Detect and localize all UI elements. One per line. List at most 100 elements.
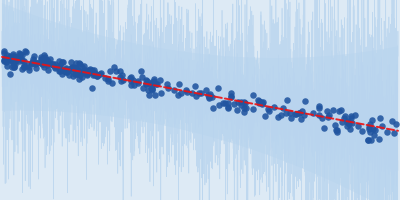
Point [43,58,50,61]
Point [338,108,344,111]
Point [343,121,350,124]
Point [90,73,96,76]
Point [113,70,120,73]
Point [348,117,354,120]
Point [258,102,265,105]
Point [139,76,145,79]
Point [184,91,191,94]
Point [119,73,125,77]
Point [144,89,151,92]
Point [222,101,228,104]
Point [130,79,136,82]
Point [278,113,284,116]
Point [75,70,82,73]
Point [292,113,298,116]
Point [134,79,141,83]
Point [262,114,269,118]
Point [10,55,17,58]
Point [371,133,378,137]
Point [44,59,50,62]
Point [81,69,88,73]
Point [76,70,82,73]
Point [105,79,111,82]
Point [52,65,58,69]
Point [73,72,79,76]
Point [196,92,202,95]
Point [46,61,53,64]
Point [235,100,242,103]
Point [45,61,52,64]
Point [144,79,150,82]
Point [85,68,92,72]
Point [241,100,248,103]
Point [365,126,372,129]
Point [365,139,372,142]
Point [68,66,74,69]
Point [131,84,137,87]
Point [238,100,244,104]
Point [242,102,248,105]
Point [234,108,240,111]
Point [73,66,80,70]
Point [96,73,103,76]
Point [56,68,63,71]
Point [231,103,237,106]
Point [174,93,181,96]
Point [183,89,189,92]
Point [81,65,87,68]
Point [76,77,82,80]
Point [2,57,8,60]
Point [12,56,19,59]
Point [377,116,384,120]
Point [12,62,18,65]
Point [16,51,22,54]
Point [98,72,104,75]
Point [5,58,12,62]
Point [78,75,85,78]
Point [391,132,397,135]
Point [296,112,303,115]
Point [347,127,354,130]
Point [70,65,77,68]
Point [366,123,373,126]
Point [77,73,84,77]
Point [265,108,272,111]
Point [148,86,154,90]
Point [341,117,347,120]
Point [74,70,80,73]
Point [143,83,150,86]
Point [338,121,345,124]
Point [41,56,48,59]
Point [206,92,213,96]
Point [207,94,214,97]
Point [117,69,123,72]
Point [10,53,17,56]
Point [7,56,14,59]
Point [69,67,76,70]
Point [164,87,171,90]
Point [88,70,94,73]
Point [370,128,376,131]
Point [365,138,372,141]
Point [271,106,277,109]
Point [41,54,47,57]
Point [153,83,159,86]
Point [225,106,231,109]
Point [63,67,69,70]
Point [193,95,199,98]
Point [6,57,13,60]
Point [228,92,234,95]
Point [206,95,212,99]
Point [31,62,38,65]
Point [367,139,374,142]
Point [92,71,98,74]
Point [148,81,155,84]
Point [63,71,70,74]
Point [60,69,67,72]
Point [260,100,267,103]
Point [150,81,156,84]
Point [50,63,56,66]
Point [2,56,8,60]
Point [334,128,340,131]
Point [204,93,211,97]
